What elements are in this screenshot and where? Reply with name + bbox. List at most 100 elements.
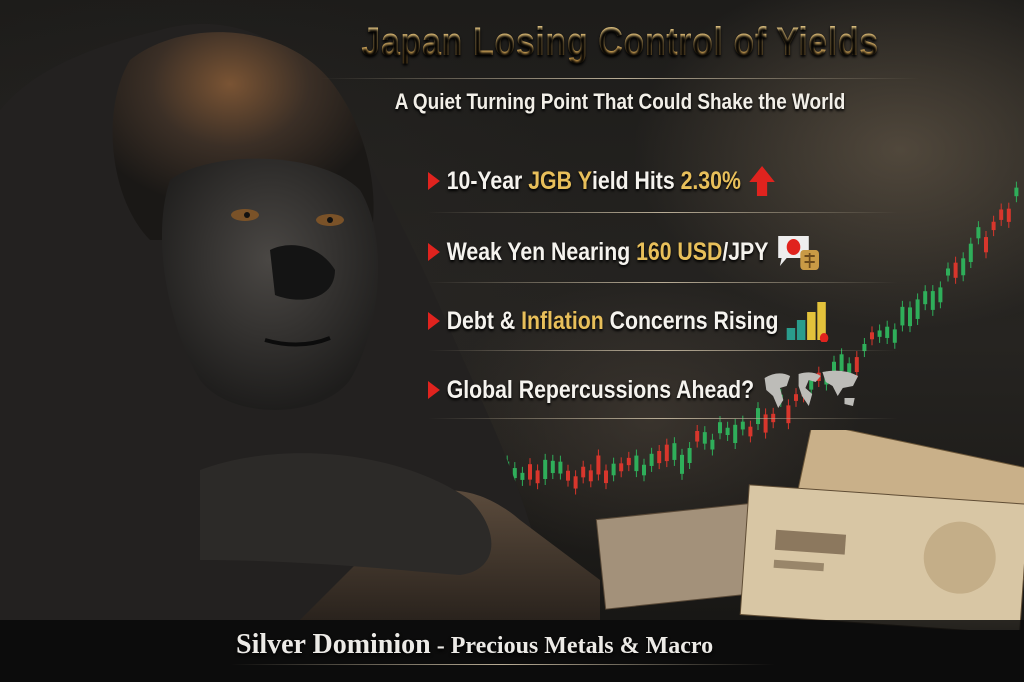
candle-body xyxy=(763,414,768,433)
candle-body xyxy=(718,422,722,434)
candle-body xyxy=(604,470,608,484)
candle-body xyxy=(854,357,859,373)
candle-body xyxy=(687,448,692,463)
chevron-right-icon xyxy=(428,381,440,399)
footer-bar xyxy=(0,620,1024,682)
page-title: Japan Losing Control of Yields xyxy=(259,18,981,66)
candle-body xyxy=(733,424,738,444)
candle-body xyxy=(756,408,760,425)
candle-body xyxy=(930,291,935,310)
yen-banknotes-image xyxy=(595,430,1024,630)
candle-body xyxy=(900,306,905,326)
candle-body xyxy=(512,468,517,479)
candle-body xyxy=(649,453,654,466)
bullet-text: Weak Yen Nearing xyxy=(446,238,637,266)
candle-body xyxy=(885,326,890,338)
highlight-jgb: JGB xyxy=(528,167,572,195)
highlight-usd: 160 USD xyxy=(636,238,723,266)
bullet-debt-inflation: Debt & Inflation Concerns Rising xyxy=(428,300,833,342)
candle-body xyxy=(657,450,662,464)
gorilla-image xyxy=(0,23,600,620)
candle-body xyxy=(991,221,996,231)
candle-body xyxy=(961,258,966,276)
candle-body xyxy=(740,421,745,430)
candle-body xyxy=(528,464,532,480)
candle-body xyxy=(566,470,570,481)
candle-body xyxy=(748,426,753,437)
candle-body xyxy=(946,268,950,276)
candle-body xyxy=(832,361,836,375)
candle-body xyxy=(968,243,973,263)
highlight-inflation: Inflation xyxy=(521,307,604,335)
candle-body xyxy=(680,454,684,474)
candle-body xyxy=(938,287,943,303)
bullet-weak-yen: Weak Yen Nearing 160 USD/JPY xyxy=(428,232,823,272)
candle-body xyxy=(611,463,616,476)
candle-body xyxy=(596,455,601,475)
chevron-right-icon xyxy=(428,243,440,261)
candle-body xyxy=(619,463,624,472)
red-up-arrow-icon xyxy=(749,166,775,196)
candle-body xyxy=(573,476,578,489)
candle-body xyxy=(1014,187,1019,197)
candle-body xyxy=(892,329,897,343)
candle-body xyxy=(626,457,631,466)
title-divider xyxy=(320,78,920,79)
candle-body xyxy=(862,343,867,352)
candle-body xyxy=(581,466,586,478)
candle-body xyxy=(695,431,700,442)
candle-body xyxy=(786,405,791,424)
candle-body xyxy=(642,464,646,476)
footer-divider xyxy=(230,664,775,665)
divider xyxy=(428,282,898,283)
candle-body xyxy=(847,363,852,375)
bullet-text: /JPY xyxy=(722,238,769,266)
footer-branding: Silver Dominion - Precious Metals & Macr… xyxy=(236,630,713,661)
candle-body xyxy=(809,379,814,390)
bullet-text: Debt & xyxy=(446,307,522,335)
chevron-right-icon xyxy=(428,312,440,330)
divider xyxy=(428,212,898,213)
chevron-right-icon xyxy=(428,172,440,190)
candle-body xyxy=(908,307,912,327)
bullet-text: 10-Year xyxy=(446,167,529,195)
candle-body xyxy=(839,354,844,371)
bullet-text: ield Hits xyxy=(592,167,681,195)
candle-body xyxy=(710,439,715,450)
candle-body xyxy=(984,237,988,253)
candle-body xyxy=(877,330,882,337)
candle-body xyxy=(725,427,730,436)
candle-body xyxy=(953,262,958,278)
highlight-yield-value: 2.30% xyxy=(680,167,741,195)
candle-body xyxy=(976,227,981,239)
yen-chat-bubble-icon xyxy=(778,236,820,270)
bullet-text: Concerns Rising xyxy=(603,307,779,335)
candle-body xyxy=(520,472,525,480)
brand-tagline: - Precious Metals & Macro xyxy=(430,633,714,659)
candle-body xyxy=(923,291,928,305)
rising-bar-chart-icon xyxy=(786,302,829,342)
candle-body xyxy=(664,444,669,462)
brand-name: Silver Dominion xyxy=(236,629,431,660)
bullet-text: Global Repercussions Ahead? xyxy=(446,376,755,404)
candle-body xyxy=(543,459,548,479)
bullet-global-repercussions: Global Repercussions Ahead? xyxy=(428,368,863,412)
candle-body xyxy=(672,443,677,460)
divider xyxy=(428,350,898,351)
candle-body xyxy=(999,209,1004,220)
candle-body xyxy=(794,394,798,401)
candle-body xyxy=(588,470,593,482)
highlight-y: Y xyxy=(577,167,593,195)
candle-body xyxy=(870,332,874,340)
world-map-icon xyxy=(764,370,858,408)
candle-body xyxy=(915,299,920,319)
subtitle: A Quiet Turning Point That Could Shake t… xyxy=(394,89,846,114)
candle-body xyxy=(550,460,555,474)
divider xyxy=(428,418,898,419)
candle-body xyxy=(558,461,563,474)
candle-body xyxy=(634,455,639,472)
candle-body xyxy=(1006,208,1011,222)
candle-body xyxy=(702,432,707,444)
